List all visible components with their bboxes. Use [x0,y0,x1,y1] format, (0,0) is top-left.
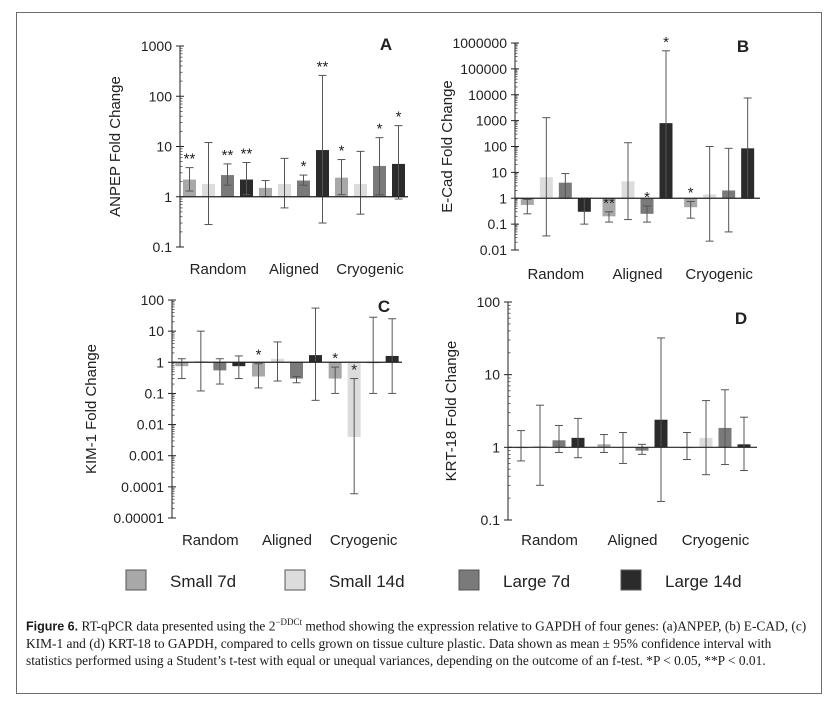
y-axis-label: KRT-18 Fold Change [443,341,460,482]
y-tick-label: 0.00001 [113,510,164,526]
y-axis-label: ANPEP Fold Change [107,76,124,217]
panel-d: 0.1 1 10 100 KRT-18 Fold Change D Random Aligne… [443,294,757,549]
y-tick-label: 1 [499,190,507,206]
y-tick-label: 1 [164,189,172,205]
y-tick-label: 100 [484,139,508,155]
y-tick-label: 0.01 [137,417,164,433]
significance-label: * [688,184,694,201]
caption-text-a: RT-qPCR data presented using the 2 [78,618,276,634]
y-tick-label: 0.1 [488,216,508,232]
significance-label: ** [184,151,196,168]
significance-label: * [339,143,345,160]
significance-label: * [377,121,383,138]
y-tick-label: 1 [492,439,500,455]
panel-letter: C [378,297,390,316]
legend-swatch [458,569,480,591]
category-label: Cryogenic [685,266,753,283]
category-label: Aligned [269,261,319,278]
y-tick-label: 0.01 [480,242,507,258]
significance-label: * [663,34,669,51]
y-tick-label: 10000 [468,87,507,103]
category-label: Random [521,532,578,549]
category-label: Cryogenic [336,261,404,278]
y-tick-label: 10 [484,367,500,383]
category-label: Random [190,261,247,278]
panel-b: 0.01 0.1 1 10 100 1000 10000 100000 1000000 E-Cad… [439,34,760,283]
significance-label: * [332,350,338,367]
significance-label: * [301,158,307,175]
legend-swatch [284,569,306,591]
caption-lead: Figure 6. [26,619,79,634]
bar [221,175,234,197]
caption-text-b: method showing the expression relative t… [26,618,807,669]
category-label: Aligned [607,532,657,549]
y-tick-label: 0.0001 [121,479,164,495]
legend-label: Large 7d [503,572,570,591]
caption-superscript: −DDCt [275,617,302,627]
panel-letter: D [735,309,747,328]
significance-label: ** [241,146,253,163]
significance-label: ** [222,147,234,164]
panel-letter: B [737,37,749,56]
y-tick-label: 1000 [476,113,507,129]
y-tick-label: 100000 [460,61,507,77]
category-label: Aligned [612,266,662,283]
legend-label: Small 7d [170,572,236,591]
panel-letter: A [380,35,392,54]
y-tick-label: 10 [156,139,172,155]
legend-swatch [125,569,147,591]
significance-label: ** [317,58,329,75]
category-label: Cryogenic [330,532,398,549]
significance-label: * [396,109,402,126]
significance-label: * [644,189,650,206]
y-tick-label: 1000 [141,38,172,54]
y-tick-label: 0.001 [129,448,164,464]
y-tick-label: 0.1 [153,239,173,255]
y-tick-label: 100 [477,294,501,310]
y-axis-label: KIM-1 Fold Change [83,344,100,474]
y-tick-label: 1000000 [452,35,507,51]
y-axis-label: E-Cad Fold Change [439,80,456,213]
category-label: Random [527,266,584,283]
category-label: Aligned [262,532,312,549]
bar [297,180,310,197]
y-tick-label: 0.1 [481,512,501,528]
legend: Small 7d Small 14d Large 7d Large 14d [125,569,742,591]
figure-frame [16,12,822,694]
significance-label: ** [603,195,615,212]
y-tick-label: 100 [149,88,173,104]
legend-label: Small 14d [329,572,405,591]
bar [290,362,303,379]
significance-label: * [351,362,357,379]
y-tick-label: 10 [491,164,507,180]
figure-caption: Figure 6. RT-qPCR data presented using t… [26,614,812,669]
legend-label: Large 14d [665,572,742,591]
category-label: Random [182,532,239,549]
y-tick-label: 1 [156,354,164,370]
legend-swatch [620,569,642,591]
panel-c: 0.00001 0.0001 0.001 0.01 0.1 1 10 100 KIM-1 Fol… [83,292,402,549]
y-tick-label: 10 [148,323,164,339]
category-label: Cryogenic [682,532,750,549]
significance-label: * [256,347,262,364]
y-tick-label: 0.1 [145,385,165,401]
y-tick-label: 100 [141,292,165,308]
